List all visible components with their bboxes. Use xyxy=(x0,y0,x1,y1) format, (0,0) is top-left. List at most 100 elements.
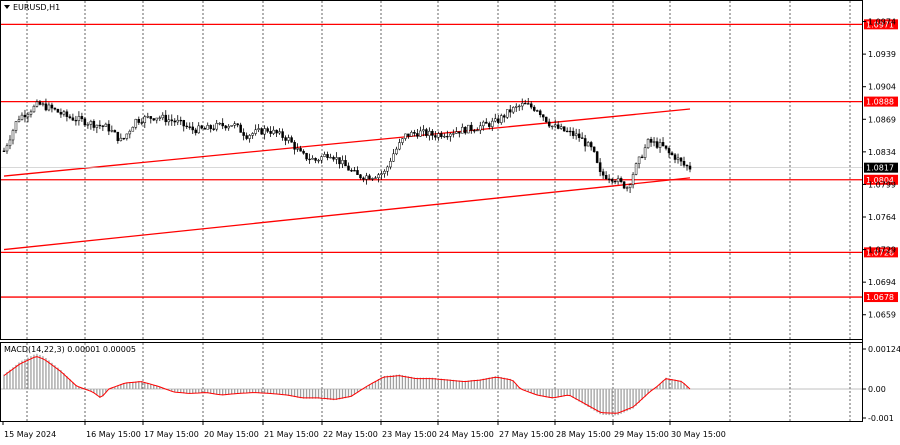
candle-body xyxy=(215,123,218,130)
candle-body xyxy=(443,135,446,138)
candle-body xyxy=(257,128,260,131)
dropdown-arrow-icon[interactable] xyxy=(4,5,10,9)
candle-body xyxy=(236,123,239,126)
candle-body xyxy=(53,107,57,110)
candle-body xyxy=(104,123,108,127)
candle-body xyxy=(664,145,668,149)
candle-body xyxy=(17,119,21,122)
candle-body xyxy=(434,135,437,138)
channel-line[interactable] xyxy=(3,108,691,177)
candle-body xyxy=(526,103,530,105)
level-price-label: 1.0726 xyxy=(866,248,894,257)
candle-body xyxy=(673,154,677,160)
candle-body xyxy=(565,130,569,133)
candle-body xyxy=(601,171,605,176)
candle-body xyxy=(413,132,416,134)
candle-body xyxy=(224,125,227,129)
price-tick-label: 1.0764 xyxy=(868,213,896,222)
candle-body xyxy=(437,133,440,138)
candle-body xyxy=(523,102,527,105)
candle-body xyxy=(604,175,608,180)
candle-body xyxy=(146,116,150,118)
channel-line[interactable] xyxy=(3,177,691,251)
candle-body xyxy=(173,120,177,123)
candle-body xyxy=(188,126,191,128)
candle-body xyxy=(476,129,479,132)
candle-body xyxy=(452,133,455,135)
candle-body xyxy=(506,109,509,118)
time-tick-label: 16 May 15:00 xyxy=(86,430,141,439)
candle-body xyxy=(185,125,188,128)
candle-body xyxy=(134,119,138,128)
candle-body xyxy=(685,164,689,167)
time-tick-label: 17 May 15:00 xyxy=(144,430,199,439)
candle-body xyxy=(458,131,461,134)
macd-axis: 0.00124 0.00 -0.001 xyxy=(862,345,900,423)
candle-body xyxy=(47,104,51,111)
candle-body xyxy=(383,170,386,174)
candle-body xyxy=(392,153,395,162)
candle-body xyxy=(41,103,45,105)
candle-body xyxy=(410,132,413,137)
candle-body xyxy=(398,142,401,150)
candle-body xyxy=(227,126,230,129)
candle-body xyxy=(83,118,87,126)
level-price-box xyxy=(864,174,898,185)
candle-body xyxy=(92,121,96,128)
candle-body xyxy=(449,133,452,137)
candle-body xyxy=(251,133,254,136)
candle-body xyxy=(401,138,404,143)
candle-body xyxy=(8,139,12,147)
candle-body xyxy=(547,121,551,127)
candle-body xyxy=(667,148,671,154)
candle-body xyxy=(407,133,410,137)
candle-body xyxy=(32,106,36,113)
candle-body xyxy=(326,154,329,158)
candle-body xyxy=(422,129,425,132)
candle-body xyxy=(122,137,126,140)
candle-body xyxy=(532,106,536,111)
candle-body xyxy=(344,160,347,167)
time-tick-label: 27 May 15:00 xyxy=(499,430,554,439)
candle-body xyxy=(529,103,533,108)
candle-body xyxy=(350,170,353,172)
time-tick-label: 21 May 15:00 xyxy=(264,430,319,439)
candle-body xyxy=(676,157,680,160)
grid xyxy=(26,1,851,421)
candle-body xyxy=(640,156,644,158)
candle-body xyxy=(485,121,488,124)
candle-body xyxy=(517,105,521,108)
candle-body xyxy=(559,126,563,129)
candle-body xyxy=(661,142,665,147)
level-price-label: 1.0971 xyxy=(866,20,894,29)
candle-body xyxy=(616,178,620,183)
current-price-label: 1.0817 xyxy=(866,164,894,173)
candle-body xyxy=(416,133,419,137)
macd-panel-frame xyxy=(0,342,863,422)
candle-body xyxy=(550,125,554,128)
candle-body xyxy=(311,158,314,160)
candle-body xyxy=(404,133,407,139)
candle-body xyxy=(131,127,135,132)
price-tick-label: 1.0974 xyxy=(868,18,896,27)
candle-body xyxy=(553,124,557,127)
candle-body xyxy=(62,111,66,115)
candle-body xyxy=(598,162,602,172)
candle-body xyxy=(544,116,548,123)
candle-body xyxy=(167,119,171,123)
candle-body xyxy=(176,119,179,123)
candle-body xyxy=(11,130,15,141)
candle-body xyxy=(655,141,659,148)
candle-body xyxy=(281,131,284,138)
candle-body xyxy=(29,111,33,115)
candle-body xyxy=(688,165,692,170)
candle-body xyxy=(254,129,257,134)
candle-body xyxy=(89,121,93,125)
time-tick-label: 24 May 15:00 xyxy=(439,430,494,439)
symbol-header: EURUSD,H1 xyxy=(4,3,60,12)
candle-body xyxy=(263,128,266,135)
candle-body xyxy=(556,124,560,129)
candle-body xyxy=(266,128,269,132)
